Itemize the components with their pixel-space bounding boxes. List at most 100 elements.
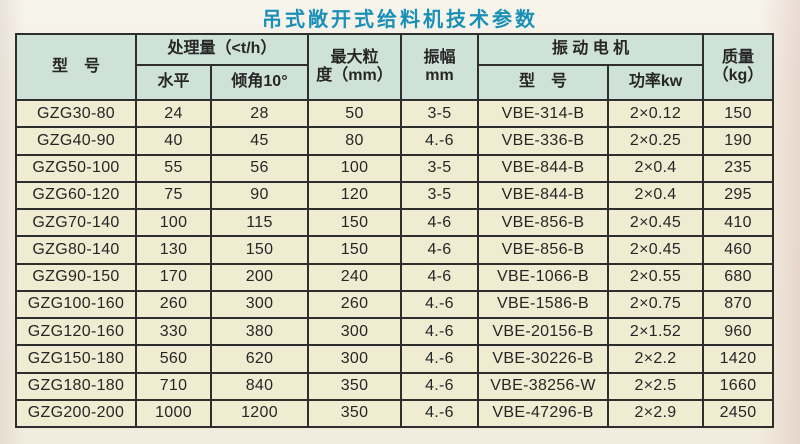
cell-capacity-incline: 1200 bbox=[210, 398, 309, 429]
cell-mass: 190 bbox=[702, 126, 774, 156]
table-row: GZG30-80 24 28 50 3-5 VBE-314-B 2×0.12 150 bbox=[15, 98, 774, 129]
page-title: 吊式敞开式给料机技术参数 bbox=[262, 9, 538, 31]
cell-capacity-horizontal: 130 bbox=[135, 235, 212, 265]
table-row: GZG50-100 55 56 100 3-5 VBE-844-B 2×0.4 235 bbox=[15, 153, 774, 183]
table-row: GZG100-160 260 300 260 4.-6 VBE-1586-B 2×0.75 8… bbox=[15, 289, 774, 320]
cell-model: GZG80-140 bbox=[15, 235, 137, 265]
cell-capacity-incline: 28 bbox=[210, 98, 309, 129]
header-motor-model: 型 号 bbox=[477, 64, 609, 101]
cell-capacity-incline: 380 bbox=[210, 316, 309, 347]
cell-amplitude: 4.-6 bbox=[400, 289, 479, 320]
cell-motor-model: VBE-20156-B bbox=[477, 316, 609, 347]
cell-capacity-incline: 300 bbox=[210, 289, 309, 320]
cell-mass: 295 bbox=[702, 180, 774, 211]
cell-motor-power: 2×0.25 bbox=[607, 126, 704, 156]
header-row-2: 水平 倾角10° 型 号 功率kw bbox=[16, 64, 773, 101]
cell-motor-power: 2×2.5 bbox=[607, 371, 704, 401]
header-motor-group: 振 动 电 机 bbox=[477, 33, 704, 66]
cell-model: GZG50-100 bbox=[15, 153, 137, 183]
cell-mass: 870 bbox=[702, 289, 774, 320]
cell-max-particle: 80 bbox=[307, 126, 402, 156]
cell-mass: 460 bbox=[702, 235, 774, 265]
cell-motor-model: VBE-856-B bbox=[477, 235, 609, 265]
cell-amplitude: 4-6 bbox=[400, 235, 479, 265]
cell-mass: 1660 bbox=[702, 371, 774, 401]
cell-capacity-horizontal: 560 bbox=[135, 344, 212, 374]
cell-model: GZG60-120 bbox=[15, 180, 137, 211]
cell-motor-power: 2×0.4 bbox=[607, 180, 704, 211]
cell-capacity-horizontal: 1000 bbox=[135, 398, 212, 429]
cell-motor-power: 2×2.2 bbox=[607, 344, 704, 374]
cell-model: GZG200-200 bbox=[15, 398, 137, 429]
cell-capacity-incline: 150 bbox=[210, 235, 309, 265]
table-row: GZG40-90 40 45 80 4.-6 VBE-336-B 2×0.25 190 bbox=[15, 126, 774, 156]
cell-capacity-horizontal: 330 bbox=[135, 316, 212, 347]
cell-max-particle: 100 bbox=[307, 153, 402, 183]
cell-motor-model: VBE-314-B bbox=[477, 98, 609, 129]
cell-motor-model: VBE-844-B bbox=[477, 180, 609, 211]
cell-motor-model: VBE-38256-W bbox=[477, 371, 609, 401]
cell-mass: 680 bbox=[702, 262, 774, 292]
cell-amplitude: 4.-6 bbox=[400, 371, 479, 401]
cell-motor-model: VBE-47296-B bbox=[477, 398, 609, 429]
cell-motor-model: VBE-336-B bbox=[477, 126, 609, 156]
table-header: 型 号 处理量（<t/h） 最大粒 度（mm） 振幅 mm 振 动 电 机 质量… bbox=[15, 33, 774, 101]
cell-amplitude: 4-6 bbox=[400, 207, 479, 238]
cell-capacity-incline: 620 bbox=[210, 344, 309, 374]
cell-max-particle: 120 bbox=[307, 180, 402, 211]
cell-motor-model: VBE-844-B bbox=[477, 153, 609, 183]
header-mass: 质量 （kg） bbox=[702, 33, 774, 101]
header-amplitude-line2: mm bbox=[425, 67, 454, 84]
cell-mass: 2450 bbox=[702, 398, 774, 429]
cell-motor-power: 2×1.52 bbox=[607, 316, 704, 347]
header-amplitude: 振幅 mm bbox=[400, 33, 479, 101]
header-max-particle-line2: 度（mm） bbox=[316, 67, 393, 84]
cell-capacity-incline: 45 bbox=[210, 126, 309, 156]
cell-capacity-incline: 115 bbox=[210, 207, 309, 238]
table-row: GZG90-150 170 200 240 4-6 VBE-1066-B 2×0.55 680 bbox=[15, 262, 774, 292]
header-row-1: 型 号 处理量（<t/h） 最大粒 度（mm） 振幅 mm 振 动 电 机 质量… bbox=[15, 33, 774, 101]
cell-motor-power: 2×0.45 bbox=[607, 235, 704, 265]
cell-amplitude: 4.-6 bbox=[400, 316, 479, 347]
cell-model: GZG180-180 bbox=[15, 371, 137, 401]
cell-model: GZG120-160 bbox=[15, 316, 137, 347]
cell-motor-model: VBE-30226-B bbox=[477, 344, 609, 374]
header-amplitude-line1: 振幅 bbox=[423, 48, 456, 66]
cell-amplitude: 4.-6 bbox=[400, 344, 479, 374]
cell-motor-power: 2×0.55 bbox=[607, 262, 704, 292]
cell-mass: 960 bbox=[702, 316, 774, 347]
cell-motor-model: VBE-856-B bbox=[477, 207, 609, 238]
cell-max-particle: 350 bbox=[307, 371, 402, 401]
cell-mass: 410 bbox=[702, 207, 774, 238]
cell-capacity-horizontal: 260 bbox=[135, 289, 212, 320]
cell-motor-power: 2×0.12 bbox=[607, 98, 704, 129]
cell-model: GZG70-140 bbox=[15, 207, 137, 238]
cell-model: GZG40-90 bbox=[15, 126, 137, 156]
cell-model: GZG150-180 bbox=[15, 344, 137, 374]
header-max-particle: 最大粒 度（mm） bbox=[307, 33, 402, 101]
cell-motor-power: 2×0.4 bbox=[607, 153, 704, 183]
cell-model: GZG100-160 bbox=[15, 289, 137, 320]
cell-amplitude: 3-5 bbox=[400, 180, 479, 211]
cell-capacity-incline: 840 bbox=[210, 371, 309, 401]
header-model: 型 号 bbox=[15, 33, 137, 101]
cell-capacity-incline: 200 bbox=[210, 262, 309, 292]
cell-capacity-horizontal: 40 bbox=[135, 126, 212, 156]
cell-capacity-horizontal: 100 bbox=[135, 207, 212, 238]
table-row: GZG200-200 1000 1200 350 4.-6 VBE-47296-B 2×2.… bbox=[15, 398, 774, 429]
header-capacity-horizontal: 水平 bbox=[135, 64, 212, 101]
table-row: GZG120-160 330 380 300 4.-6 VBE-20156-B 2×1.52… bbox=[15, 316, 774, 347]
table-row: GZG60-120 75 90 120 3-5 VBE-844-B 2×0.4 295 bbox=[15, 180, 774, 211]
cell-max-particle: 50 bbox=[307, 98, 402, 129]
cell-max-particle: 240 bbox=[307, 262, 402, 292]
cell-amplitude: 4.-6 bbox=[400, 126, 479, 156]
cell-motor-power: 2×0.75 bbox=[607, 289, 704, 320]
cell-max-particle: 150 bbox=[307, 207, 402, 238]
table-body: GZG30-80 24 28 50 3-5 VBE-314-B 2×0.12 150 GZG40… bbox=[15, 98, 774, 429]
cell-motor-power: 2×0.45 bbox=[607, 207, 704, 238]
header-capacity-group: 处理量（<t/h） bbox=[135, 33, 309, 66]
header-mass-line2: （kg） bbox=[712, 67, 764, 84]
cell-capacity-incline: 56 bbox=[210, 153, 309, 183]
cell-amplitude: 4-6 bbox=[400, 262, 479, 292]
table-row: GZG180-180 710 840 350 4.-6 VBE-38256-W 2×2.5 1… bbox=[15, 371, 774, 401]
